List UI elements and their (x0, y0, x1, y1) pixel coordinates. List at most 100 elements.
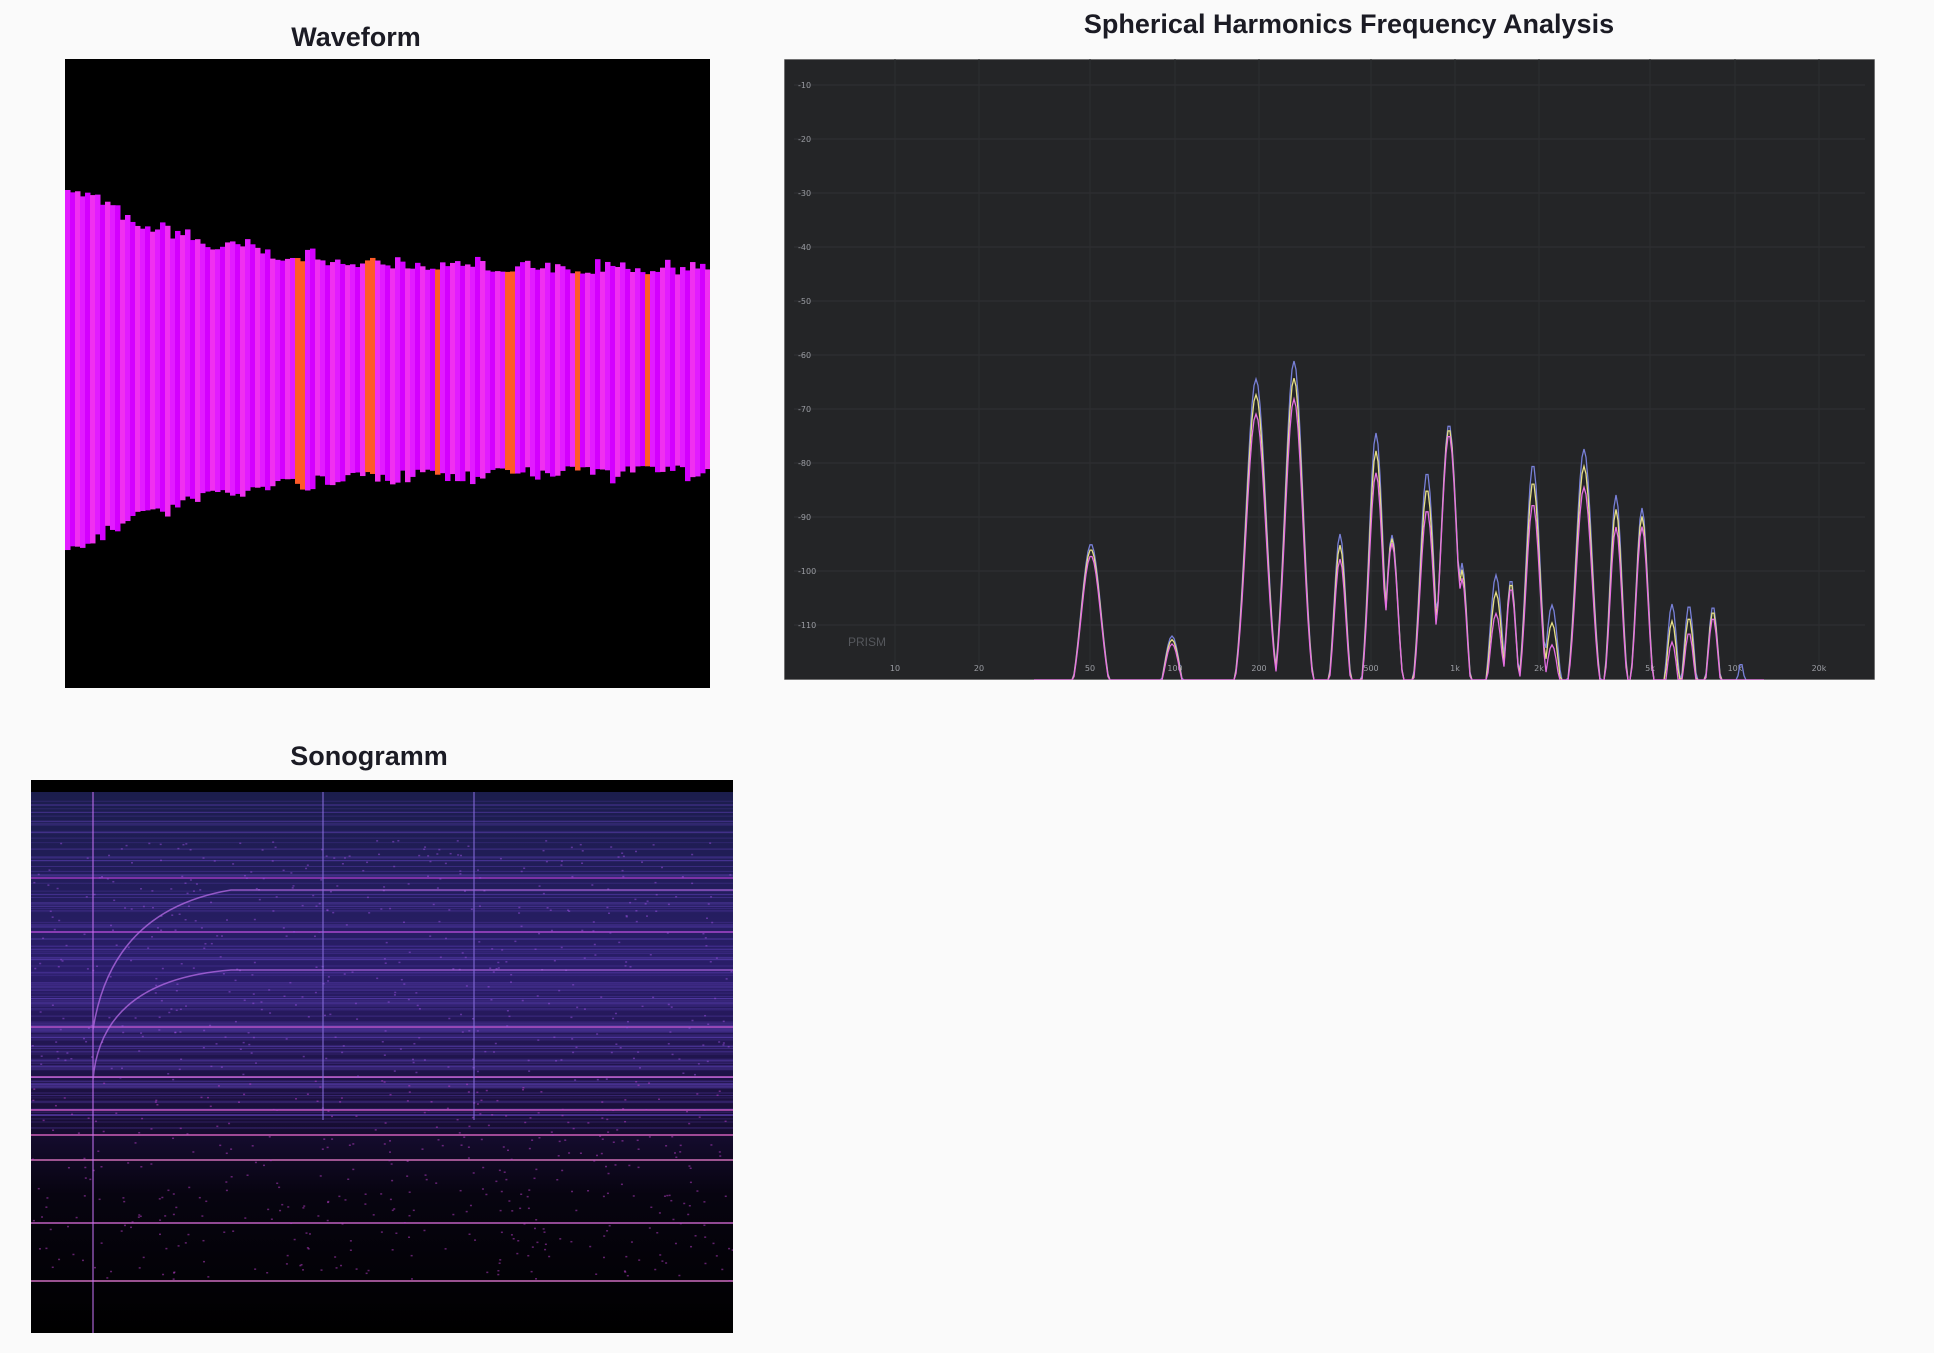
waveform-slice (355, 267, 361, 473)
sonogram-speck (389, 907, 392, 910)
sonogram-speck (707, 1023, 710, 1026)
sonogram-speck (279, 1209, 282, 1212)
sonogram-speck (530, 1270, 533, 1273)
sonogram-speck (87, 1117, 90, 1119)
sonogram-speck (291, 887, 294, 889)
sonogram-speck (263, 1164, 266, 1167)
sonogram-speck (140, 1032, 143, 1034)
sonogram-speck (383, 1143, 386, 1145)
sonogram-speck (521, 999, 524, 1002)
sonogram-speck (548, 1255, 551, 1258)
sonogram-speck (151, 906, 154, 909)
sonogram-speck (391, 1249, 394, 1251)
sonogram-speck (465, 985, 468, 987)
sonogram-speck (124, 907, 127, 909)
sonogram-speck (503, 1171, 506, 1173)
sonogram-speck (463, 890, 466, 892)
sonogram-speck (42, 1119, 45, 1122)
sonogram-speck (274, 846, 277, 849)
sonogram-speck (667, 1003, 670, 1006)
sonogram-speck (626, 1274, 629, 1277)
sonogram-speck (528, 1189, 531, 1191)
sonogram-speck (579, 843, 582, 846)
sonogram-speck (109, 976, 112, 978)
sonogram-speck (391, 1179, 394, 1182)
waveform-slice (585, 272, 591, 468)
sonogram-speck (621, 852, 624, 854)
sonogram-speck (703, 1109, 706, 1111)
sonogram-speck (691, 1019, 694, 1022)
sonogram-speck (130, 959, 133, 962)
sonogram-speck (606, 906, 609, 909)
sonogram-speck (120, 1067, 123, 1070)
sonogram-speck (683, 1202, 686, 1205)
waveform-slice (400, 261, 406, 471)
x-tick-label: 5k (1645, 664, 1655, 673)
sonogram-speck (497, 1269, 500, 1272)
sonogram-speck (589, 1245, 592, 1248)
sonogram-speck (429, 935, 432, 937)
sonogram-speck (319, 1086, 322, 1088)
sonogram-speck (667, 903, 670, 906)
sonogram-speck (54, 1104, 57, 1107)
sonogram-speck (459, 1189, 462, 1192)
sonogram-speck (185, 843, 188, 845)
sonogram-speck (220, 1066, 223, 1068)
sonogram-speck (596, 1154, 599, 1157)
sonogram-speck (538, 885, 541, 887)
sonogram-speck (334, 1256, 337, 1258)
sonogram-speck (696, 1093, 699, 1095)
sonogram-speck (380, 908, 383, 910)
sonogram-speck (436, 853, 439, 855)
waveform-slice (675, 274, 681, 466)
sonogram-speck (536, 1241, 539, 1244)
sonogram-speck (458, 1132, 461, 1134)
sonogram-speck (544, 1243, 547, 1246)
sonogram-speck (612, 1141, 615, 1143)
sonogram-speck (423, 848, 426, 851)
sonogram-speck (53, 928, 56, 931)
sonogram-speck (45, 1206, 48, 1208)
sonogram-speck (614, 1164, 617, 1166)
sonogram-speck (666, 1194, 669, 1197)
sonogram-speck (480, 1138, 483, 1141)
waveform-slice (705, 269, 710, 470)
sonogram-speck (622, 1108, 625, 1110)
x-tick-label: 2k (1534, 664, 1544, 673)
sonogram-speck (340, 1264, 343, 1267)
sonogram-speck (421, 1148, 424, 1150)
sonogram-speck (340, 1097, 343, 1099)
sonogram-speck (39, 1011, 42, 1013)
sonogram-speck (400, 978, 403, 981)
sonogram-speck (484, 1050, 487, 1053)
x-tick-label: 20k (1812, 664, 1827, 673)
x-tick-label: 10k (1728, 664, 1743, 673)
sonogram-speck (704, 1236, 707, 1238)
sonogram-speck (49, 910, 52, 913)
sonogram-speck (665, 1145, 668, 1147)
sonogram-speck (435, 1182, 438, 1184)
sonogram-top-band (31, 780, 733, 792)
sonogram-speck (180, 1058, 183, 1061)
waveform-slice (285, 258, 291, 480)
sonogram-speck (295, 1098, 298, 1100)
sonogram-speck (45, 1247, 48, 1250)
waveform-slice (300, 261, 306, 490)
waveform-slice (625, 268, 631, 467)
sonogram-speck (187, 1233, 190, 1236)
sonogram-speck (544, 1248, 547, 1251)
sonogram-speck (327, 1110, 330, 1112)
waveform-slice (270, 258, 276, 487)
sonogram-speck (622, 855, 625, 858)
waveform-slice (220, 246, 226, 491)
sonogram-speck (97, 1150, 100, 1152)
sonogram-speck (512, 1237, 515, 1240)
sonogram-speck (123, 1200, 126, 1203)
sonogram-speck (571, 1190, 574, 1193)
sonogram-speck (535, 1168, 538, 1171)
sonogram-speck (466, 1083, 469, 1086)
sonogram-speck (410, 1278, 413, 1280)
sonogram-speck (134, 1142, 137, 1144)
sonogram-speck (305, 1232, 308, 1234)
sonogram-speck (667, 1043, 670, 1045)
